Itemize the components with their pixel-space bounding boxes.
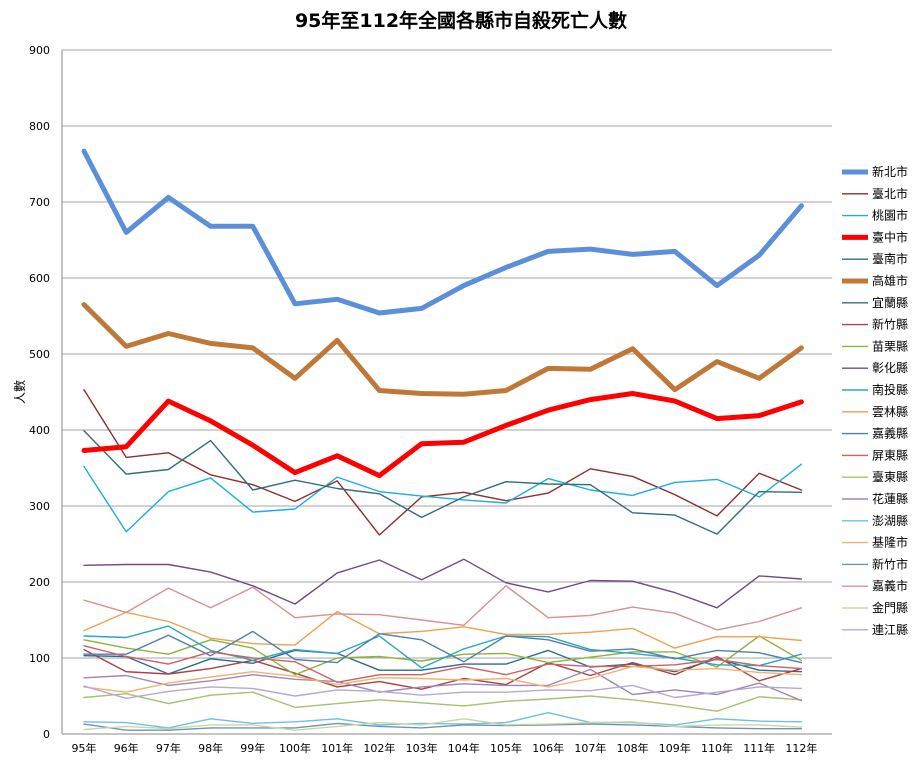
x-tick-label: 100年 [279,741,311,755]
series-line-16 [83,712,803,729]
series-line-4 [83,430,803,535]
x-tick-label: 97年 [156,741,181,755]
y-tick-label: 600 [29,272,50,285]
y-tick-label: 100 [29,652,50,665]
x-tick-label: 109年 [659,741,691,755]
y-tick-label: 200 [29,576,50,589]
y-tick-label: 500 [29,348,50,361]
grid-lines [61,49,832,735]
legend-label: 臺東縣 [872,469,908,484]
series-line-8 [83,635,803,676]
y-tick-label: 800 [29,120,50,133]
legend-label: 臺北市 [872,186,908,201]
legend-label: 南投縣 [872,382,908,397]
x-axis-ticks: 95年 96年 97年 98年 99年 100年 101年 102年 103年 104年 105年 1… [72,741,818,755]
legend-label: 宜蘭縣 [872,295,908,310]
series-line-12 [83,630,803,664]
y-axis-label: 人數 [13,380,27,404]
y-tick-label: 700 [29,196,50,209]
x-tick-label: 102年 [363,741,395,755]
chart-title: 95年至112年全國各縣市自殺死亡人數 [295,9,627,32]
legend-label: 嘉義縣 [872,426,908,441]
legend-label: 澎湖縣 [872,513,908,528]
x-tick-label: 104年 [448,741,480,755]
x-tick-label: 106年 [532,741,564,755]
series-line-17 [83,665,803,693]
series-line-11 [83,610,803,649]
series-line-14 [83,691,803,712]
series-line-2 [83,463,803,533]
legend-label: 屏東縣 [872,448,908,462]
y-tick-label: 300 [29,500,50,513]
legend-label: 高雄市 [872,273,908,288]
y-tick-label: 0 [43,728,50,741]
legend-label: 花蓮縣 [872,491,908,506]
series-line-15 [83,668,803,702]
series-line-5 [81,302,804,397]
series-line-9 [83,558,803,609]
x-tick-label: 98年 [198,741,223,755]
legend-label: 臺南市 [872,251,908,266]
x-tick-label: 103年 [406,741,438,755]
x-tick-label: 112年 [785,741,817,755]
x-tick-label: 99年 [240,741,265,755]
x-tick-label: 107年 [574,741,606,755]
legend-label: 基隆市 [872,535,908,550]
x-tick-label: 110年 [701,741,733,755]
legend-label: 連江縣 [872,623,908,637]
series-line-21 [83,684,803,699]
y-tick-label: 900 [29,44,50,57]
series-line-20 [83,718,803,731]
series-line-13 [83,645,803,683]
legend-label: 新竹縣 [872,317,908,332]
legend-label: 新竹市 [872,556,908,571]
legend-label: 雲林縣 [872,405,908,419]
legend-label: 臺中市 [872,229,908,244]
legend-label: 桃園市 [872,208,908,223]
series-line-3 [81,391,804,479]
x-tick-label: 101年 [321,741,353,755]
x-tick-label: 108年 [617,741,649,755]
x-tick-label: 111年 [743,741,775,755]
y-axis-ticks: 0 100 200 300 400 500 600 700 800 900 [29,44,50,741]
series-lines [81,148,804,731]
legend-label: 彰化縣 [872,360,908,375]
legend: 新北市臺北市桃園市臺中市臺南市高雄市宜蘭縣新竹縣苗栗縣彰化縣南投縣雲林縣嘉義縣屏… [842,164,908,637]
series-line-10 [83,625,803,669]
series-line-0 [81,148,804,316]
legend-label: 金門縣 [872,600,908,615]
x-tick-label: 95年 [72,741,97,755]
legend-label: 苗栗縣 [872,339,908,353]
series-line-7 [83,648,803,690]
y-tick-label: 400 [29,424,50,437]
series-line-19 [83,585,803,631]
x-tick-label: 105年 [490,741,522,755]
legend-label: 嘉義市 [872,578,908,593]
x-tick-label: 96年 [114,741,139,755]
legend-label: 新北市 [872,164,908,179]
series-line-1 [83,389,803,536]
